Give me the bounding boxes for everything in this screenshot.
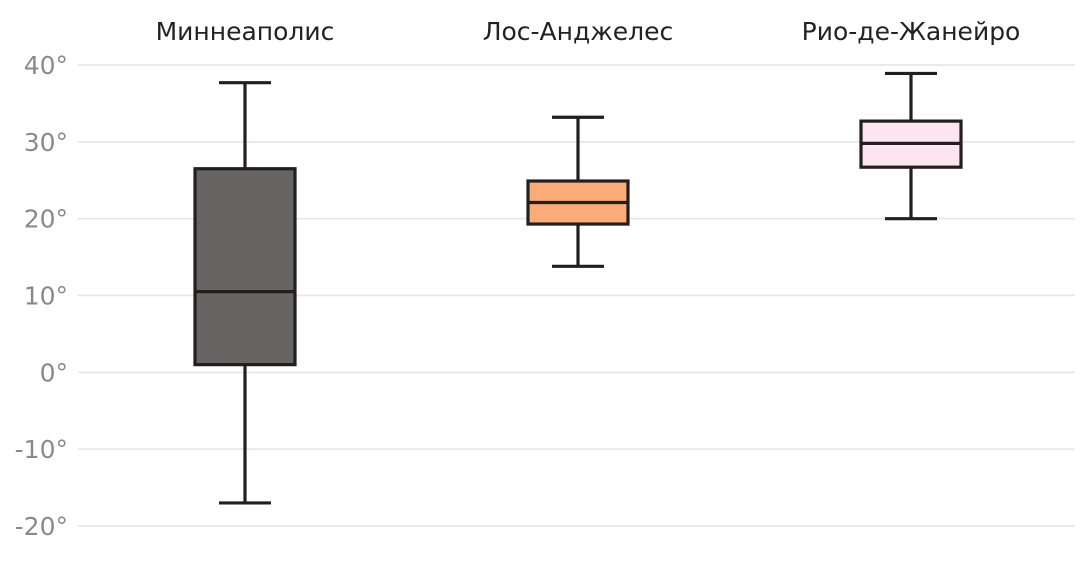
y-axis-ticks: 40° 30° 20° 10° 0° -10° -20° — [15, 51, 68, 541]
box-group — [859, 71, 963, 221]
y-tick-label: 10° — [24, 282, 68, 311]
box-group — [526, 115, 630, 268]
category-label: Рио-де-Жанейро — [802, 17, 1021, 46]
y-tick-label: 30° — [24, 128, 68, 157]
y-tick-label: -10° — [15, 435, 68, 464]
y-tick-label: 40° — [24, 51, 68, 80]
category-label: Миннеаполис — [156, 17, 335, 46]
category-labels: Миннеаполис Лос-Анджелес Рио-де-Жанейро — [156, 17, 1021, 46]
iqr-box — [193, 167, 297, 367]
category-label: Лос-Анджелес — [483, 17, 674, 46]
box-group — [193, 81, 297, 505]
y-tick-label: 0° — [40, 358, 68, 387]
boxes-layer — [193, 71, 963, 505]
y-tick-label: 20° — [24, 205, 68, 234]
y-tick-label: -20° — [15, 512, 68, 541]
